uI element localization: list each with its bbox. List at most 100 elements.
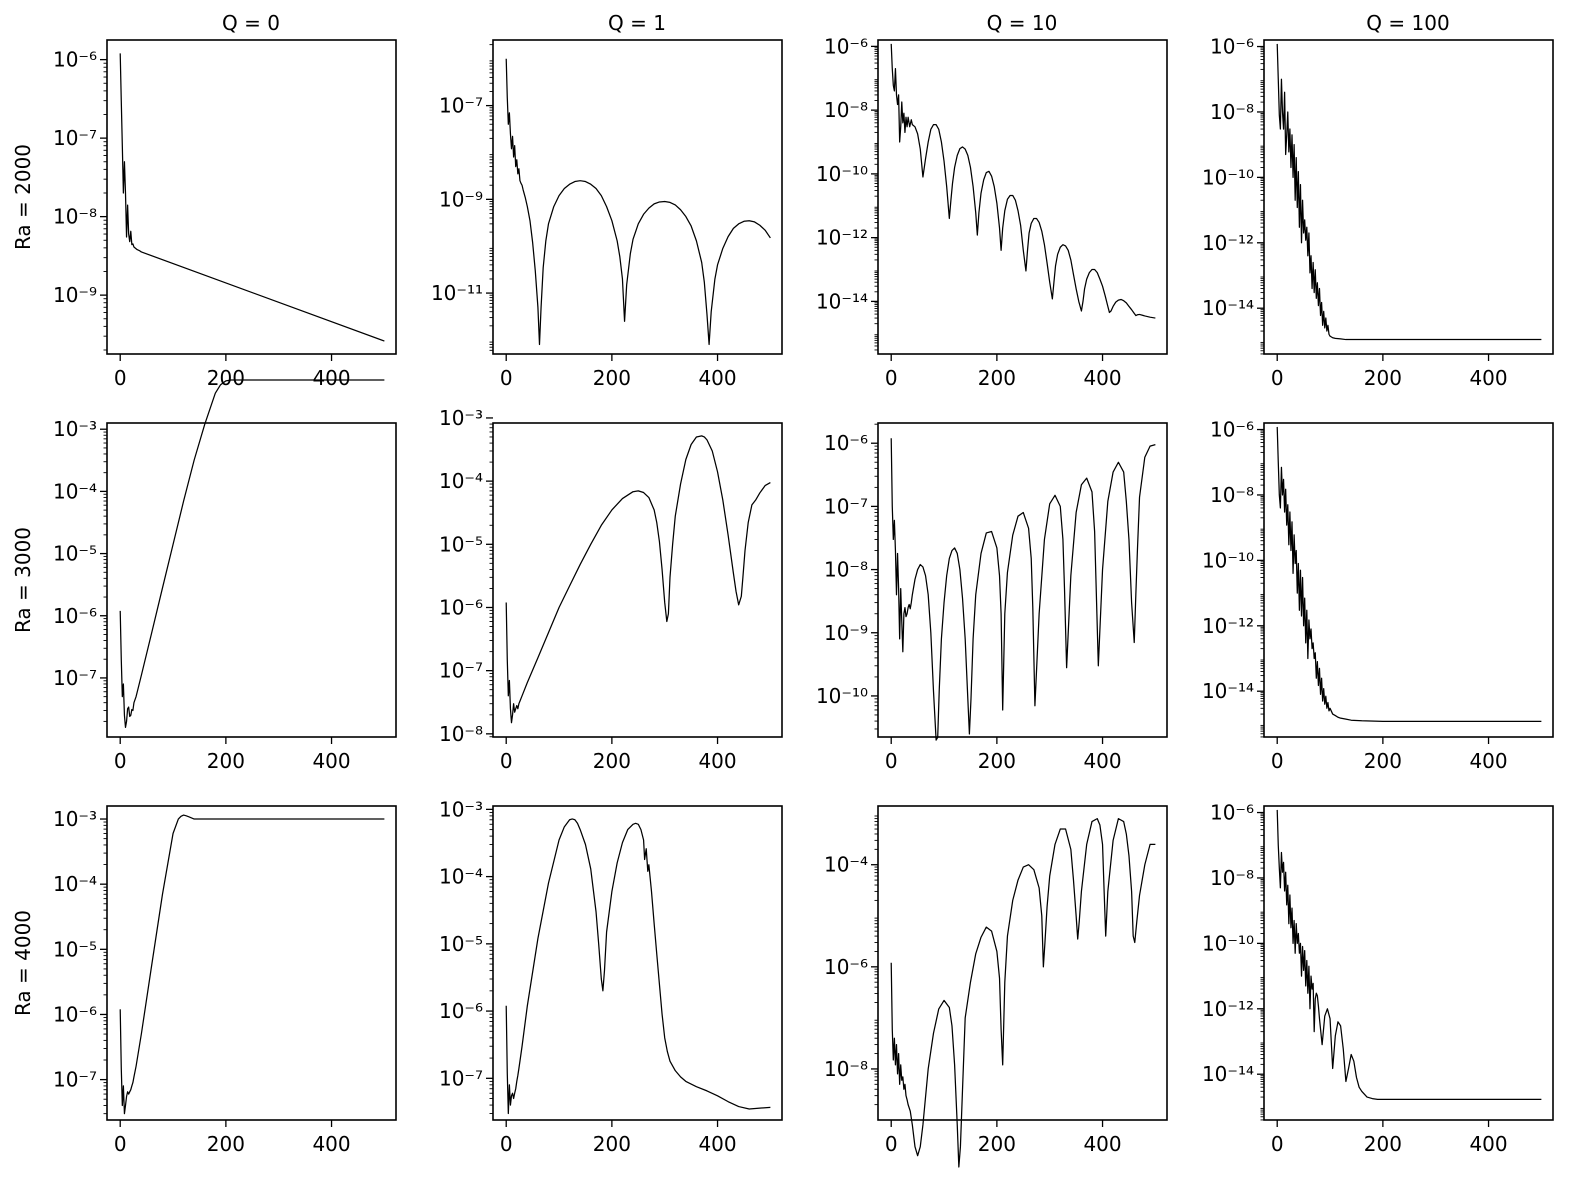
y-tick-label: 10⁻⁴ [824,853,868,877]
y-tick-label: 10⁻⁹ [53,283,97,307]
series-line [119,53,385,342]
x-tick-label: 200 [593,366,631,390]
y-tick-label: 10⁻⁶ [53,604,97,628]
panel-r2-c0: 10⁻⁷ 10⁻⁶ 10⁻⁵ 10⁻⁴ 10⁻³ 0 200 400 [53,805,397,1156]
column-title-q0: Q = 0 [222,11,280,35]
x-tick-label: 200 [978,1132,1016,1156]
y-tick-label: 10⁻⁹ [824,621,868,645]
y-tick-label: 10⁻⁹ [439,187,483,211]
y-tick-label: 10⁻⁸ [439,722,483,746]
x-tick-label: 0 [500,749,513,773]
y-tick-label: 10⁻⁴ [53,872,97,896]
panel-r1-c2: 10⁻¹⁰ 10⁻⁹ 10⁻⁸ 10⁻⁷ 10⁻⁶ 0 200 400 [816,422,1168,773]
plot-frame [492,422,783,738]
plot-frame [877,39,1168,355]
x-tick-label: 200 [207,366,245,390]
y-tick-label: 10⁻⁶ [1210,801,1254,825]
plot-frame [106,39,397,355]
y-tick-label: 10⁻⁶ [53,48,97,72]
x-tick-label: 400 [1083,366,1121,390]
series-line [890,438,1156,741]
y-tick-label: 10⁻⁶ [824,34,868,58]
plot-frame [492,39,783,355]
y-tick-label: 10⁻⁵ [53,542,97,566]
panel-r2-c2: 10⁻⁸ 10⁻⁶ 10⁻⁴ 0 200 400 [824,805,1168,1168]
y-tick-label: 10⁻⁶ [1210,35,1254,59]
y-tick-label: 10⁻¹⁴ [1202,1062,1254,1086]
row-label-ra4000: Ra = 4000 [11,910,35,1016]
column-title-q10: Q = 10 [987,11,1058,35]
y-tick-label: 10⁻¹² [816,226,868,250]
y-tick-label: 10⁻¹⁰ [816,684,868,708]
series-line [890,817,1156,1168]
x-tick-label: 400 [698,1132,736,1156]
y-tick-label: 10⁻⁸ [1210,100,1254,124]
series-line [1276,809,1542,1101]
y-tick-label: 10⁻⁶ [53,1002,97,1026]
series-line [505,58,771,346]
x-tick-label: 400 [698,366,736,390]
x-tick-label: 200 [978,749,1016,773]
y-tick-label: 10⁻¹² [1202,997,1254,1021]
y-tick-label: 10⁻⁷ [53,126,97,150]
y-tick-label: 10⁻⁶ [824,955,868,979]
x-tick-label: 200 [207,1132,245,1156]
y-tick-label: 10⁻⁸ [824,1057,868,1081]
y-tick-label: 10⁻⁶ [824,431,868,455]
plot-frame [1263,805,1554,1121]
y-tick-label: 10⁻⁴ [53,479,97,503]
x-tick-label: 400 [312,749,350,773]
y-tick-label: 10⁻¹² [1202,231,1254,255]
panel-r0-c0: 10⁻⁹ 10⁻⁸ 10⁻⁷ 10⁻⁶ 0 200 400 [53,39,397,390]
x-tick-label: 0 [885,366,898,390]
y-tick-label: 10⁻⁸ [53,205,97,229]
x-tick-label: 0 [885,749,898,773]
x-tick-label: 0 [114,749,127,773]
panel-r0-c3: 10⁻¹⁴ 10⁻¹² 10⁻¹⁰ 10⁻⁸ 10⁻⁶ 0 200 400 [1202,35,1554,390]
x-tick-label: 0 [1271,366,1284,390]
figure-titles: Q = 0 Q = 1 Q = 10 Q = 100 Ra = 2000 Ra … [11,11,1450,1016]
plot-frame [877,422,1168,738]
panel-r0-c2: 10⁻¹⁴ 10⁻¹² 10⁻¹⁰ 10⁻⁸ 10⁻⁶ 0 200 400 [816,34,1168,390]
y-tick-label: 10⁻⁶ [439,595,483,619]
y-tick-label: 10⁻⁷ [439,659,483,683]
plot-frame [877,805,1168,1121]
series-line [505,818,771,1115]
y-tick-label: 10⁻⁸ [1210,866,1254,890]
y-tick-label: 10⁻⁶ [1210,418,1254,442]
x-tick-label: 0 [885,1132,898,1156]
x-tick-label: 400 [312,1132,350,1156]
x-tick-label: 0 [114,366,127,390]
x-tick-label: 400 [1083,749,1121,773]
y-tick-label: 10⁻¹⁴ [816,289,868,313]
y-tick-label: 10⁻⁷ [53,666,97,690]
panel-r1-c3: 10⁻¹⁴ 10⁻¹² 10⁻¹⁰ 10⁻⁸ 10⁻⁶ 0 200 400 [1202,418,1554,773]
x-tick-label: 200 [1364,749,1402,773]
x-tick-label: 400 [698,749,736,773]
series-line [119,379,385,729]
y-tick-label: 10⁻⁸ [824,558,868,582]
x-tick-label: 0 [500,1132,513,1156]
plot-frame [106,805,397,1121]
series-line [1276,43,1542,341]
y-tick-label: 10⁻⁷ [53,1068,97,1092]
x-tick-label: 0 [114,1132,127,1156]
y-tick-label: 10⁻¹² [1202,614,1254,638]
series-line [1276,426,1542,722]
column-title-q100: Q = 100 [1366,11,1449,35]
y-tick-label: 10⁻⁵ [439,932,483,956]
column-title-q1: Q = 1 [608,11,666,35]
plot-frame [492,805,783,1121]
x-tick-label: 200 [1364,1132,1402,1156]
y-tick-label: 10⁻³ [439,406,483,430]
y-tick-label: 10⁻⁶ [439,999,483,1023]
x-tick-label: 0 [1271,1132,1284,1156]
panel-r2-c3: 10⁻¹⁴ 10⁻¹² 10⁻¹⁰ 10⁻⁸ 10⁻⁶ 0 200 400 [1202,801,1554,1156]
series-line [119,814,385,1115]
x-tick-label: 400 [1469,366,1507,390]
y-tick-label: 10⁻⁷ [439,94,483,118]
x-tick-label: 200 [978,366,1016,390]
panel-r1-c0: 10⁻⁷ 10⁻⁶ 10⁻⁵ 10⁻⁴ 10⁻³ 0 200 400 [53,379,397,773]
x-tick-label: 200 [1364,366,1402,390]
